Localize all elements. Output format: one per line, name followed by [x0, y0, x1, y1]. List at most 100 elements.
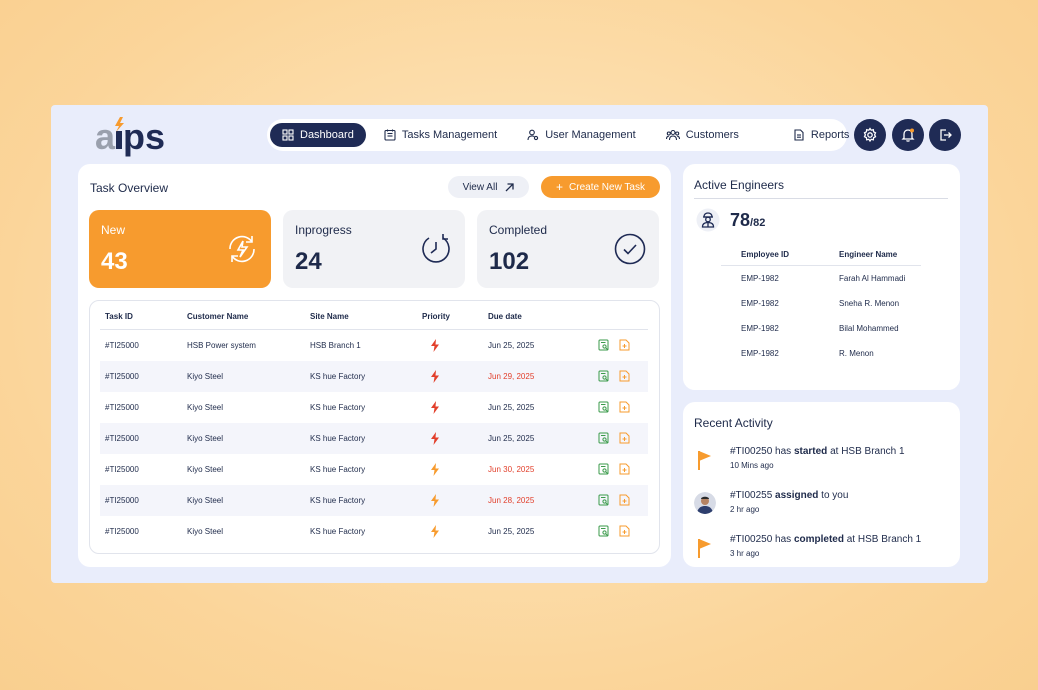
reports-icon [794, 129, 804, 141]
task-id-cell: #TI25000 [105, 496, 139, 505]
logout-button[interactable] [929, 119, 961, 151]
due-date-cell: Jun 28, 2025 [488, 496, 535, 505]
engineer-count-active: 78 [730, 210, 751, 230]
view-details-icon[interactable] [598, 401, 610, 413]
table-row[interactable]: #TI25000 Kiyo Steel KS hue Factory Jun 28, … [100, 485, 648, 516]
task-id-cell: #TI25000 [105, 434, 139, 443]
nav-reports[interactable]: Reports [781, 123, 862, 147]
view-details-icon[interactable] [598, 463, 610, 475]
nav-dashboard-label: Dashboard [300, 129, 354, 141]
dashboard-icon [282, 129, 294, 141]
refresh-bolt-icon [229, 235, 255, 263]
activity-time: 3 hr ago [730, 549, 760, 558]
add-task-icon[interactable] [618, 463, 630, 475]
activity-item[interactable]: #TI00250 has completed at HSB Branch 1 3 … [694, 534, 954, 567]
th-due-date[interactable]: Due date [488, 312, 522, 321]
add-task-icon[interactable] [618, 525, 630, 537]
activity-item[interactable]: #TI00250 has started at HSB Branch 1 10 M… [694, 446, 954, 482]
svg-text:a: a [95, 116, 116, 157]
nav-customers-label: Customers [685, 129, 739, 141]
customer-cell: Kiyo Steel [187, 372, 224, 381]
th-task-id[interactable]: Task ID [105, 312, 133, 321]
engineer-count-total: /82 [750, 217, 766, 229]
user-management-icon [527, 129, 539, 141]
th-priority[interactable]: Priority [422, 312, 451, 321]
priority-bolt-icon [431, 525, 439, 538]
engineer-name-cell[interactable]: Farah Al Hammadi [839, 274, 906, 283]
table-row[interactable]: #TI25000 Kiyo Steel KS hue Factory Jun 29, … [100, 361, 648, 392]
stat-completed-label: Completed [489, 223, 548, 237]
due-date-cell: Jun 30, 2025 [488, 465, 535, 474]
customer-cell: Kiyo Steel [187, 465, 224, 474]
th-site-name[interactable]: Site Name [310, 312, 349, 321]
site-cell: KS hue Factory [310, 496, 366, 505]
plus-icon: + [556, 180, 564, 194]
view-all-label: View All [462, 181, 498, 193]
view-all-button[interactable]: View All [448, 176, 529, 198]
due-date-cell: Jun 25, 2025 [488, 403, 535, 412]
logout-icon [940, 129, 952, 141]
table-row[interactable]: #TI25000 Kiyo Steel KS hue Factory Jun 25, … [100, 392, 648, 423]
recent-activity-title: Recent Activity [694, 416, 773, 430]
create-new-task-label: Create New Task [569, 181, 645, 193]
engineer-name-cell[interactable]: Bilal Mohammed [839, 324, 899, 333]
employee-id-cell: EMP-1982 [741, 324, 779, 333]
due-date-cell: Jun 25, 2025 [488, 341, 535, 350]
nav-user-management[interactable]: User Management [515, 123, 648, 147]
add-task-icon[interactable] [618, 401, 630, 413]
customer-cell: Kiyo Steel [187, 434, 224, 443]
add-task-icon[interactable] [618, 370, 630, 382]
bell-icon [901, 128, 915, 142]
stat-card-completed[interactable]: Completed 102 [477, 210, 659, 288]
activity-text-post: at HSB Branch 1 [827, 446, 905, 457]
view-details-icon[interactable] [598, 370, 610, 382]
table-row[interactable]: #TI25000 Kiyo Steel KS hue Factory Jun 25, … [100, 423, 648, 454]
customers-icon [665, 129, 680, 141]
create-new-task-button[interactable]: + Create New Task [541, 176, 660, 198]
table-row[interactable]: #TI25000 HSB Power system HSB Branch 1 Jun … [100, 330, 648, 361]
settings-button[interactable] [854, 119, 886, 151]
activity-text-post: to you [818, 490, 849, 501]
aips-logo[interactable]: a ps [95, 115, 175, 157]
activity-text: #TI00255 assigned to you [730, 490, 848, 501]
engineer-name-cell[interactable]: R. Menon [839, 349, 874, 358]
site-cell: KS hue Factory [310, 465, 366, 474]
view-details-icon[interactable] [598, 339, 610, 351]
engineer-name-cell[interactable]: Sneha R. Menon [839, 299, 900, 308]
th-customer-name[interactable]: Customer Name [187, 312, 249, 321]
stat-completed-value: 102 [489, 248, 530, 275]
priority-bolt-icon [431, 494, 439, 507]
view-details-icon[interactable] [598, 494, 610, 506]
tasks-table: Task ID Customer Name Site Name Priority… [89, 300, 660, 554]
gear-icon [863, 127, 877, 143]
notifications-button[interactable] [892, 119, 924, 151]
employee-id-cell: EMP-1982 [741, 349, 779, 358]
scroll-fade [683, 368, 960, 390]
activity-text: #TI00250 has started at HSB Branch 1 [730, 446, 905, 457]
view-details-icon[interactable] [598, 525, 610, 537]
activity-text-bold: completed [793, 534, 844, 545]
task-overview-title: Task Overview [90, 181, 169, 195]
customer-cell: HSB Power system [187, 341, 256, 350]
activity-item[interactable]: #TI00255 assigned to you 2 hr ago [694, 490, 954, 526]
add-task-icon[interactable] [618, 494, 630, 506]
nav-customers[interactable]: Customers [654, 123, 751, 147]
add-task-icon[interactable] [618, 339, 630, 351]
active-engineers-panel: Active Engineers 78/82 Employee ID Engin… [683, 164, 960, 390]
table-row[interactable]: #TI25000 Kiyo Steel KS hue Factory Jun 30, … [100, 454, 648, 485]
stat-card-new[interactable]: New 43 [89, 210, 271, 288]
view-details-icon[interactable] [598, 432, 610, 444]
stat-inprogress-value: 24 [295, 248, 322, 275]
customer-cell: Kiyo Steel [187, 527, 224, 536]
divider [721, 265, 921, 266]
nav-tasks-management[interactable]: Tasks Management [372, 123, 509, 147]
table-row[interactable]: #TI25000 Kiyo Steel KS hue Factory Jun 25, … [100, 516, 648, 547]
priority-bolt-icon [431, 370, 439, 383]
site-cell: KS hue Factory [310, 434, 366, 443]
stat-card-inprogress[interactable]: Inprogress 24 [283, 210, 465, 288]
nav-reports-label: Reports [810, 129, 850, 141]
add-task-icon[interactable] [618, 432, 630, 444]
task-id-cell: #TI25000 [105, 372, 139, 381]
activity-text-pre: #TI00250 has [730, 534, 794, 545]
nav-dashboard[interactable]: Dashboard [270, 123, 366, 147]
